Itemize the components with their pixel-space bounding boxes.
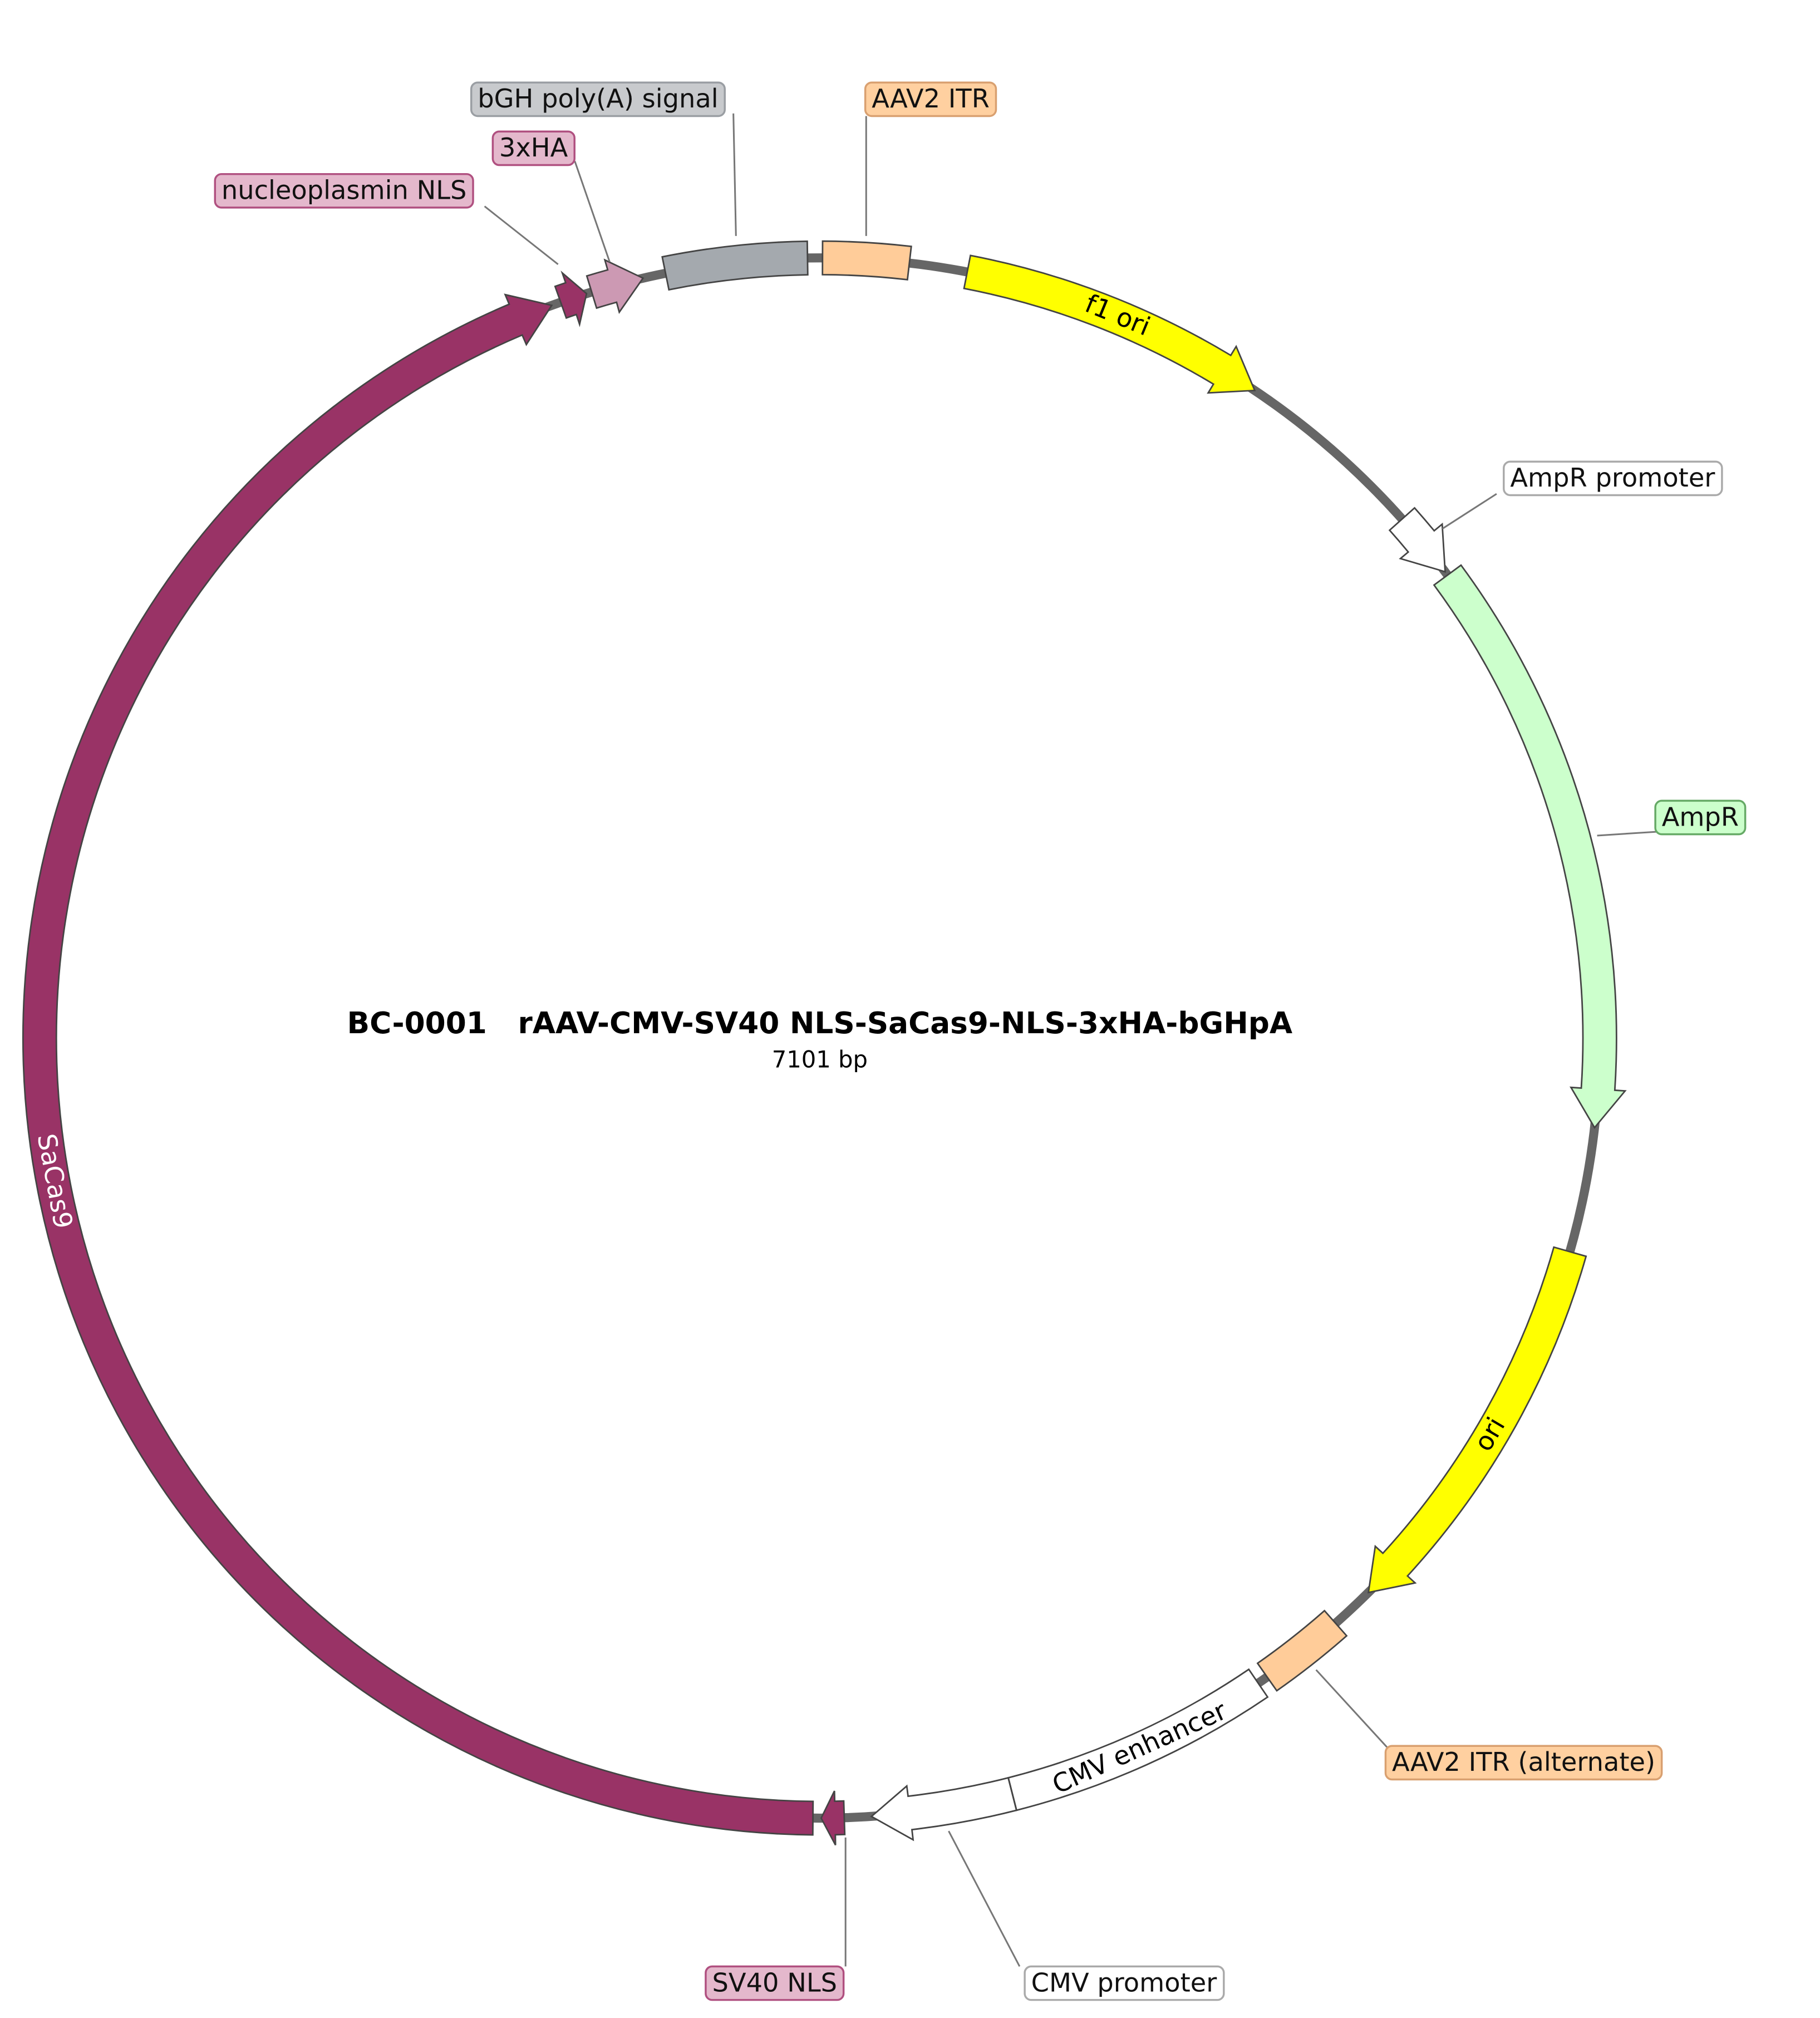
feature-arrow	[963, 254, 1256, 394]
callout: nucleoplasmin NLS	[214, 173, 474, 209]
callout-label: 3xHA	[499, 132, 568, 163]
callout-box	[1024, 1965, 1225, 2001]
callout-label: AAV2 ITR	[872, 84, 990, 114]
callout-label: AAV2 ITR (alternate)	[1392, 1747, 1655, 1777]
callout-box	[1654, 799, 1747, 836]
callout: AAV2 ITR (alternate)	[1384, 1745, 1663, 1781]
callout-label: AmpR	[1662, 802, 1739, 832]
callout: AmpR promoter	[1503, 460, 1723, 497]
callout-box	[470, 81, 726, 117]
feature-arrow	[1388, 507, 1447, 573]
callout: SV40 NLS	[705, 1965, 845, 2001]
callout: AmpR	[1654, 799, 1747, 836]
callout-line	[1442, 493, 1497, 529]
callout: 3xHA	[491, 130, 575, 166]
callout-line	[732, 113, 737, 236]
callouts: bGH poly(A) signal AAV2 ITR AmpR promoter A…	[214, 81, 1747, 2001]
callout: CMV promoter	[1024, 1965, 1225, 2001]
callout-box	[705, 1965, 845, 2001]
feature-arrow	[554, 271, 588, 327]
feature-arrow	[586, 258, 645, 315]
feature-arrow	[22, 293, 814, 1836]
feature-arrow	[870, 1776, 1018, 1842]
feature-arrow	[1433, 564, 1627, 1130]
feature-arrow	[1368, 1246, 1587, 1594]
callout-box	[1503, 460, 1723, 497]
callout-line	[1597, 831, 1658, 837]
feature-arrow	[661, 240, 809, 291]
callout-label: CMV promoter	[1031, 1967, 1218, 1997]
callout-line	[948, 1830, 1021, 1967]
feature-divider	[1007, 1778, 1017, 1811]
callout-line	[484, 205, 559, 266]
callout-label: SV40 NLS	[712, 1967, 838, 1997]
callout-label: bGH poly(A) signal	[478, 84, 718, 114]
feature-arrow	[820, 1790, 846, 1846]
callout-box	[214, 173, 474, 209]
callout-box	[491, 130, 575, 166]
map-title: BC-0001 rAAV-CMV-SV40 NLS-SaCas9-NLS-3xH…	[347, 1006, 1293, 1040]
feature-label: CMV enhancer	[1047, 1695, 1231, 1800]
callout-label: nucleoplasmin NLS	[222, 175, 467, 205]
map-length: 7101 bp	[772, 1045, 868, 1073]
callout-label: AmpR promoter	[1510, 463, 1715, 493]
feature-arrow	[822, 240, 912, 281]
callout-line	[574, 161, 611, 262]
callout-box	[1384, 1745, 1663, 1781]
callout: AAV2 ITR	[864, 81, 997, 117]
callout: bGH poly(A) signal	[470, 81, 726, 117]
callout-box	[864, 81, 997, 117]
callout-line	[1315, 1669, 1388, 1748]
feature-arrow	[1256, 1609, 1348, 1692]
